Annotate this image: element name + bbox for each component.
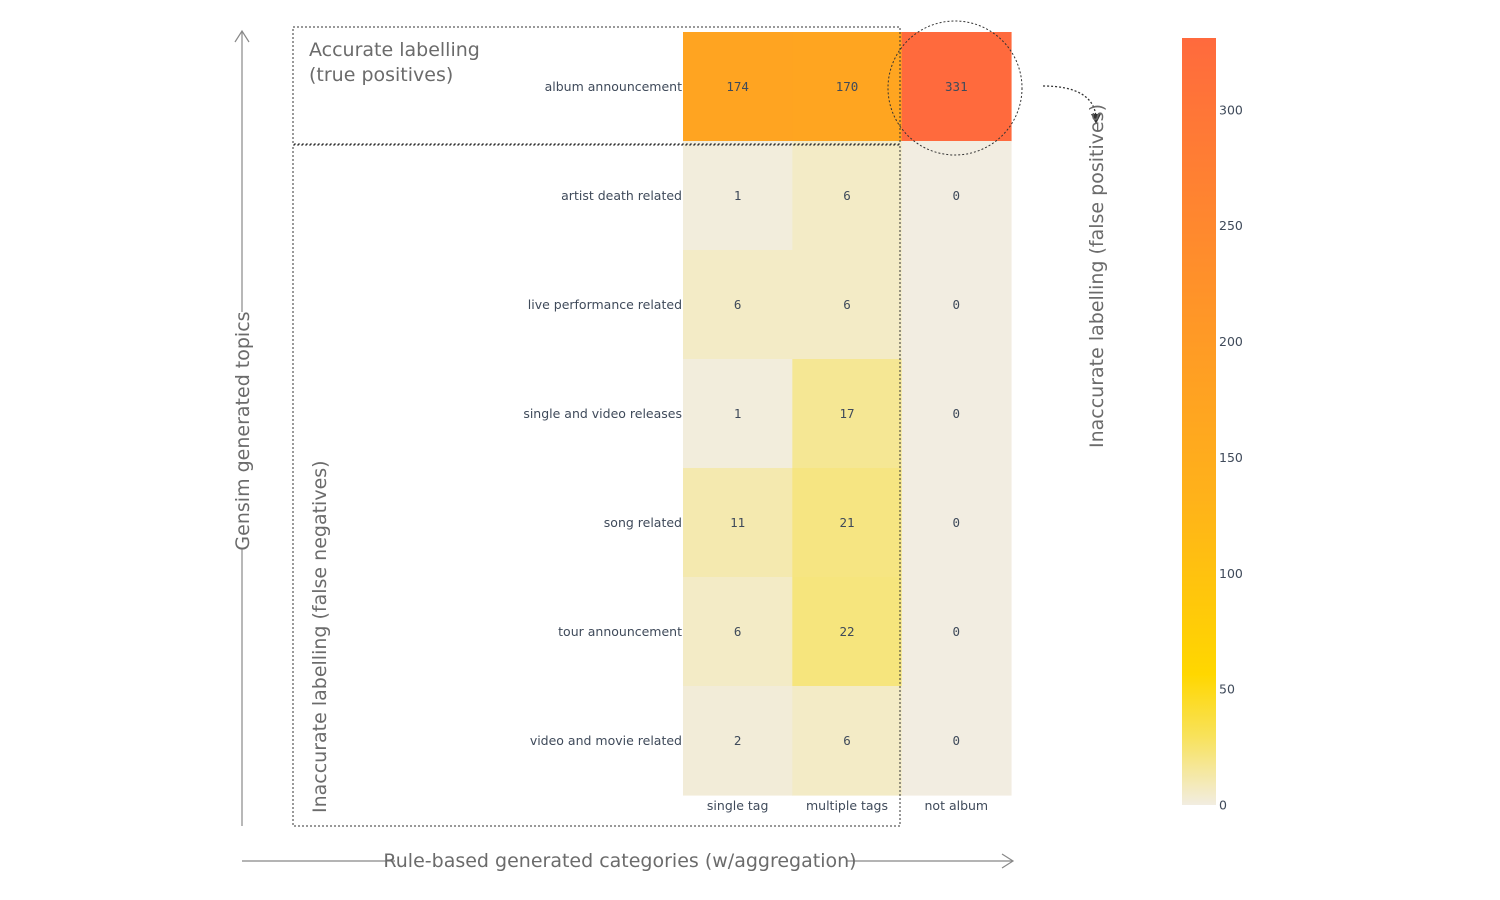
colorbar-tick-label: 300 — [1219, 102, 1243, 117]
heatmap-cells — [683, 32, 1012, 796]
heatmap-cell — [792, 468, 903, 578]
cell-value-label: 22 — [839, 624, 854, 639]
y-tick-label: live performance related — [528, 297, 682, 312]
cell-value-label: 17 — [839, 406, 854, 421]
heatmap-cell — [792, 32, 903, 142]
cell-value-label: 0 — [953, 515, 961, 530]
colorbar-tick-label: 0 — [1219, 798, 1227, 813]
cell-value-label: 6 — [843, 297, 851, 312]
cell-value-label: 6 — [734, 297, 742, 312]
heatmap-cell — [901, 577, 1012, 687]
y-tick-label: tour announcement — [558, 624, 682, 639]
false-positives-circle — [887, 20, 1023, 156]
cell-value-label: 11 — [730, 515, 745, 530]
cell-value-label: 6 — [734, 624, 742, 639]
y-tick-label: single and video releases — [523, 406, 682, 421]
cell-value-label: 2 — [734, 733, 742, 748]
y-tick-label: song related — [604, 515, 682, 530]
false-positives-arrowhead — [1091, 114, 1101, 124]
y-tick-label: album announcement — [545, 79, 682, 94]
cell-value-label: 0 — [953, 188, 961, 203]
true-positives-label-line1: Accurate labelling — [309, 39, 480, 61]
x-tick-label: single tag — [707, 798, 768, 813]
heatmap-cell — [792, 686, 903, 796]
heatmap-cell — [683, 141, 793, 251]
heatmap-cell — [901, 141, 1012, 251]
heatmap-cell — [901, 686, 1012, 796]
y-tick-label: video and movie related — [530, 733, 682, 748]
cell-value-label: 0 — [953, 297, 961, 312]
cell-value-label: 1 — [734, 188, 742, 203]
cell-value-label: 6 — [843, 733, 851, 748]
heatmap-cell — [901, 250, 1012, 360]
cell-value-label: 331 — [945, 79, 968, 94]
false-positives-arrow — [1042, 85, 1097, 119]
x-axis-title: Rule-based generated categories (w/aggre… — [383, 850, 856, 872]
true-positives-label-line2: (true positives) — [309, 64, 453, 86]
x-tick-label: multiple tags — [806, 798, 888, 813]
heatmap-cell — [901, 32, 1012, 142]
cell-value-label: 170 — [836, 79, 859, 94]
heatmap-cell — [683, 250, 793, 360]
heatmap-cell — [683, 359, 793, 469]
colorbar-tick-label: 50 — [1219, 682, 1235, 697]
x-axis-arrow-icon — [1001, 853, 1015, 869]
y-axis-title: Gensim generated topics — [232, 311, 254, 550]
heatmap-cell — [792, 359, 903, 469]
heatmap-cell — [901, 359, 1012, 469]
colorbar-tick-label: 150 — [1219, 450, 1243, 465]
cell-value-label: 21 — [839, 515, 854, 530]
heatmap-cell — [683, 32, 793, 142]
cell-value-label: 1 — [734, 406, 742, 421]
colorbar-tick-label: 200 — [1219, 334, 1243, 349]
y-axis-ticks: album announcement artist death related li… — [523, 79, 682, 748]
false-positives-label: Inaccurate labelling (false positives) — [1086, 104, 1108, 448]
heatmap-cell — [901, 468, 1012, 578]
cell-value-label: 174 — [726, 79, 749, 94]
cell-value-label: 0 — [953, 406, 961, 421]
colorbar-ticks: 0 50 100 150 200 250 300 — [1219, 102, 1243, 812]
cell-value-label: 0 — [953, 624, 961, 639]
cell-value-label: 6 — [843, 188, 851, 203]
colorbar-tick-label: 250 — [1219, 218, 1243, 233]
y-tick-label: artist death related — [561, 188, 682, 203]
heatmap-cell — [683, 577, 793, 687]
heatmap-cell — [792, 577, 903, 687]
heatmap-cell — [792, 141, 903, 251]
colorbar — [1182, 38, 1216, 805]
false-negatives-label: Inaccurate labelling (false negatives) — [309, 460, 331, 813]
true-positives-box — [292, 26, 901, 145]
x-axis-ticks: single tag multiple tags not album — [707, 798, 988, 813]
heatmap-cell — [792, 250, 903, 360]
cell-value-label: 0 — [953, 733, 961, 748]
x-tick-label: not album — [925, 798, 989, 813]
heatmap-cell — [683, 468, 793, 578]
heatmap-cell — [683, 686, 793, 796]
y-axis-arrow-icon — [234, 29, 250, 43]
colorbar-tick-label: 100 — [1219, 566, 1243, 581]
